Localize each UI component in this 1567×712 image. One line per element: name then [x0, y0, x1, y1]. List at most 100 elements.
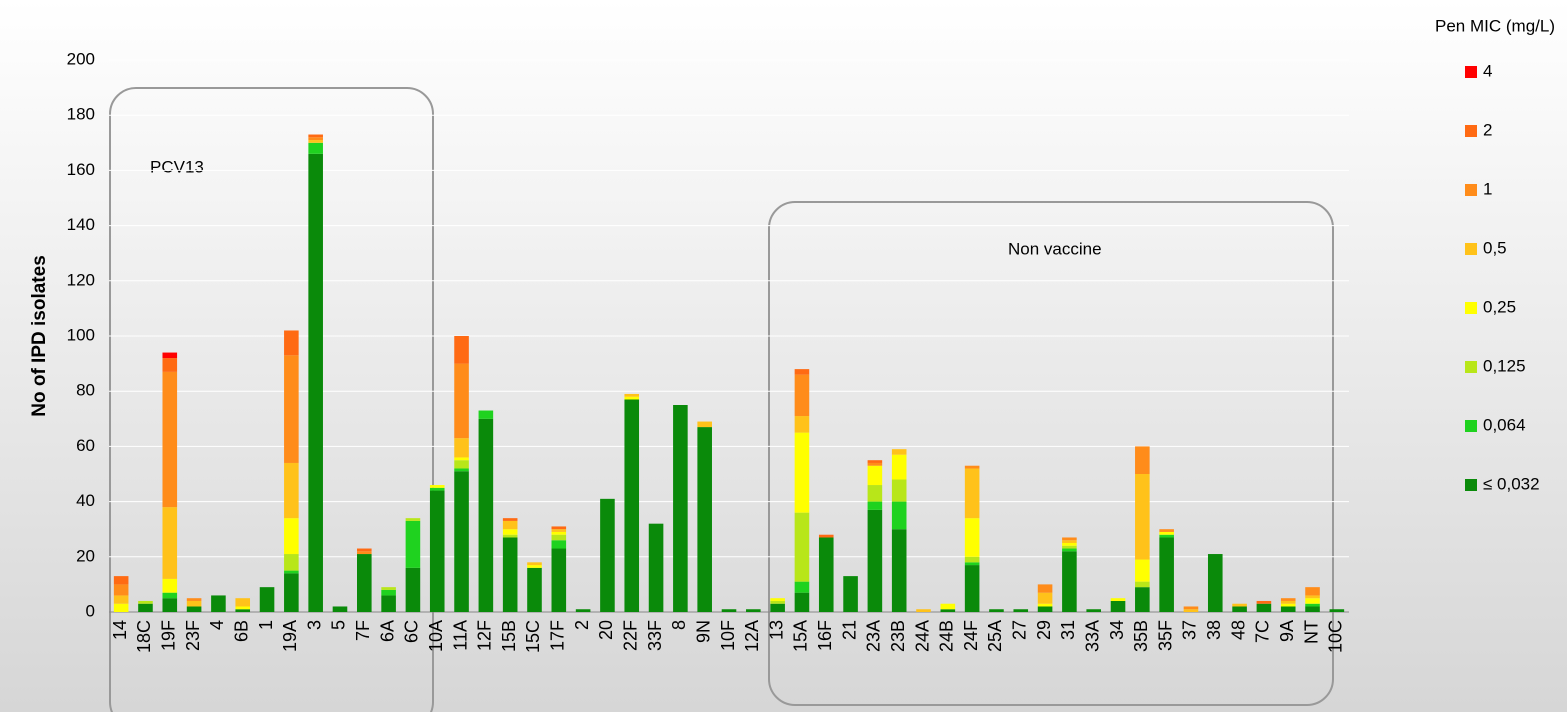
bar-segment: [502, 537, 518, 612]
bar-segment: [454, 460, 469, 469]
bar-segment: [551, 529, 567, 532]
bar-segment: [867, 485, 883, 502]
bar-segment: [113, 584, 129, 596]
x-tick-label: 9N: [693, 620, 713, 643]
bar-segment: [794, 374, 810, 417]
bar-segment: [1062, 543, 1077, 546]
x-tick-label: 24F: [961, 620, 981, 651]
bar-segment: [284, 330, 299, 356]
bar-segment: [1256, 603, 1272, 612]
x-tick-label: 15A: [791, 620, 811, 652]
bar-segment: [794, 581, 810, 593]
bar-segment: [527, 565, 542, 568]
bar-segment: [1183, 606, 1199, 610]
bar-segment: [284, 518, 299, 555]
y-tick-label: 40: [76, 491, 95, 510]
bar-segment: [429, 487, 445, 491]
x-tick-label: 7F: [353, 620, 373, 641]
x-tick-label: 20: [596, 620, 616, 640]
x-tick-label: 2: [572, 620, 592, 630]
bar-segment: [162, 352, 178, 359]
pcv13-box: [109, 87, 434, 712]
bar-segment: [891, 529, 907, 612]
x-tick-label: 35B: [1131, 620, 1151, 652]
x-tick-label: 1: [256, 620, 276, 630]
bar-segment: [284, 573, 299, 612]
y-tick-label: 140: [67, 215, 95, 234]
bar-segment: [381, 589, 396, 596]
bar-segment: [502, 529, 518, 535]
bar-segment: [308, 140, 323, 143]
bar-segment: [502, 534, 518, 538]
x-tick-label: 16F: [815, 620, 835, 651]
legend-swatch: [1465, 184, 1477, 196]
bar-segment: [940, 609, 956, 612]
bar-segment: [186, 598, 202, 601]
bar-segment: [527, 567, 542, 612]
bar-segment: [1159, 534, 1174, 538]
bar-segment: [259, 587, 275, 612]
bar-segment: [891, 479, 907, 502]
y-tick-label: 80: [76, 381, 95, 400]
bar-segment: [964, 465, 980, 469]
bar-segment: [624, 399, 640, 612]
legend-label: 0,064: [1483, 415, 1526, 434]
bar-segment: [1280, 603, 1296, 607]
x-tick-label: 24B: [937, 620, 957, 652]
x-tick-label: 3: [304, 620, 324, 630]
legend-swatch: [1465, 302, 1477, 314]
bar-segment: [964, 518, 980, 557]
y-tick-label: 120: [67, 270, 95, 289]
bar-segment: [1305, 595, 1320, 599]
bar-segment: [405, 518, 421, 521]
legend-swatch: [1465, 66, 1477, 78]
bar-segment: [405, 567, 421, 612]
x-tick-label: 7C: [1253, 620, 1273, 643]
bar-segment: [308, 142, 323, 154]
x-tick-label: 12A: [742, 620, 762, 652]
bar-segment: [697, 427, 712, 612]
bar-segment: [1232, 603, 1247, 607]
bar-segment: [818, 534, 834, 538]
x-tick-label: 33A: [1082, 620, 1102, 652]
bar-segment: [1062, 548, 1077, 552]
legend-swatch: [1465, 420, 1477, 432]
bar-segment: [332, 606, 348, 612]
bar-segment: [138, 600, 153, 604]
bar-segment: [794, 416, 810, 433]
bar-segment: [1037, 603, 1053, 607]
y-tick-label: 160: [67, 160, 95, 179]
x-tick-label: 27: [1010, 620, 1030, 640]
bar-segment: [113, 603, 129, 612]
x-tick-label: 35F: [1155, 620, 1175, 651]
bar-segment: [186, 606, 202, 612]
bar-segment: [673, 405, 688, 612]
bar-segment: [1135, 474, 1150, 560]
bar-segment: [891, 449, 907, 455]
bar-segment: [1013, 609, 1029, 612]
x-tick-label: 17F: [548, 620, 568, 651]
x-tick-label: 9A: [1277, 620, 1297, 642]
bar-segment: [405, 520, 421, 568]
bar-segment: [1329, 609, 1345, 612]
bar-segment: [454, 363, 469, 439]
bar-segment: [1280, 600, 1296, 604]
bar-segment: [867, 465, 883, 486]
bar-segment: [429, 485, 445, 488]
y-tick-label: 200: [67, 49, 95, 68]
bar-segment: [284, 355, 299, 463]
x-tick-label: 34: [1107, 620, 1127, 640]
x-tick-label: 19F: [159, 620, 179, 651]
bar-segment: [284, 570, 299, 574]
bar-segment: [891, 454, 907, 480]
x-tick-label: 25A: [985, 620, 1005, 652]
bar-segment: [794, 432, 810, 513]
bar-segment: [308, 134, 323, 138]
bar-segment: [502, 520, 518, 530]
bar-segment: [964, 565, 980, 612]
bar-segment: [600, 498, 615, 612]
bar-segment: [794, 369, 810, 375]
x-tick-label: 6B: [231, 620, 251, 642]
bar-segment: [1305, 603, 1320, 607]
